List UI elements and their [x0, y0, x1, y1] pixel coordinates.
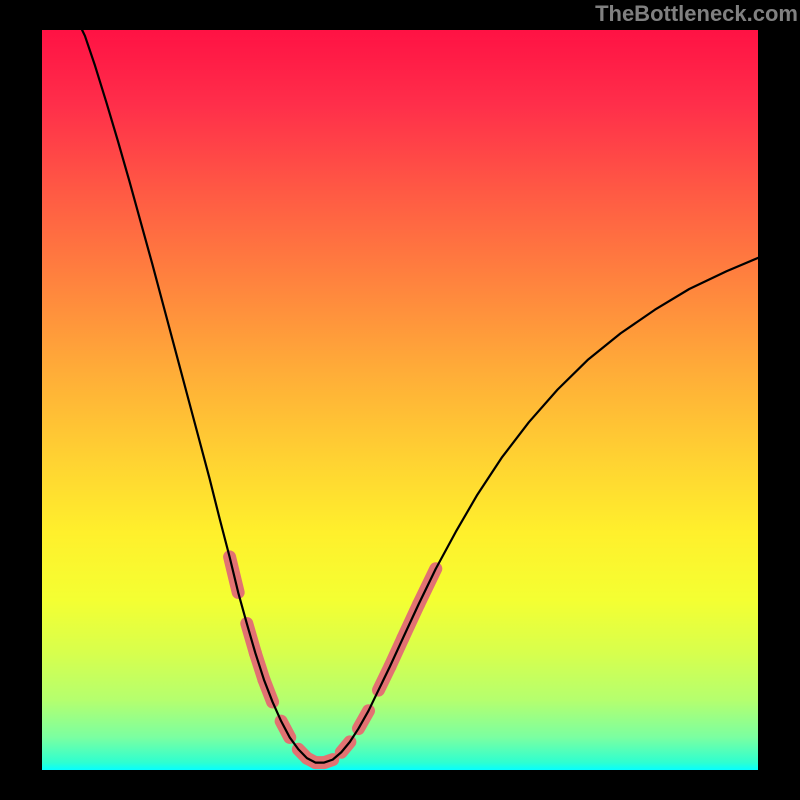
plot-area: [42, 30, 758, 770]
watermark-text: TheBottleneck.com: [593, 0, 800, 28]
plot-svg: [42, 30, 758, 770]
chart-stage: TheBottleneck.com: [0, 0, 800, 800]
